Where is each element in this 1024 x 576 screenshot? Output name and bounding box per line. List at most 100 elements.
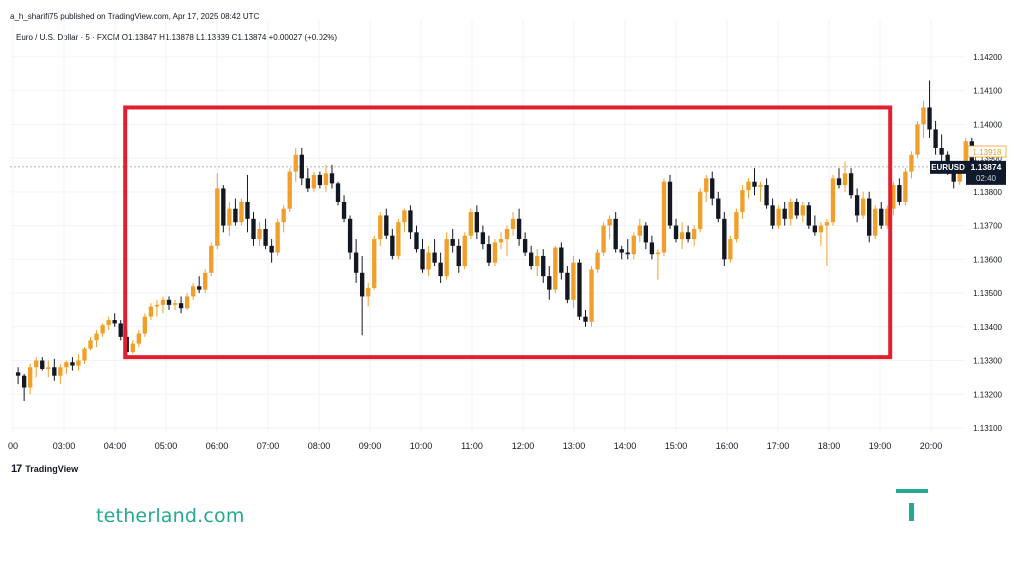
candle-body[interactable] <box>251 218 256 240</box>
candle-body[interactable] <box>329 173 335 184</box>
candle-body[interactable] <box>40 360 45 369</box>
candle-body[interactable] <box>553 247 558 290</box>
candle-body[interactable] <box>34 360 39 368</box>
candle-body[interactable] <box>148 306 154 317</box>
candle-body[interactable] <box>269 245 274 253</box>
candle-body[interactable] <box>221 188 226 226</box>
candle-body[interactable] <box>82 348 87 361</box>
candle-body[interactable] <box>426 252 431 270</box>
candle-body[interactable] <box>607 218 612 226</box>
candle-body[interactable] <box>408 210 413 233</box>
candle-body[interactable] <box>746 181 751 191</box>
candle-body[interactable] <box>136 333 141 344</box>
candle-body[interactable] <box>734 212 739 240</box>
candle-body[interactable] <box>275 222 280 253</box>
candle-body[interactable] <box>963 141 968 165</box>
candle-body[interactable] <box>595 252 600 270</box>
candle-body[interactable] <box>118 323 123 337</box>
candle-body[interactable] <box>788 201 793 219</box>
candle-body[interactable] <box>812 225 818 233</box>
candle-body[interactable] <box>347 218 353 253</box>
candle-body[interactable] <box>903 171 908 202</box>
candle-body[interactable] <box>516 218 522 240</box>
candle-body[interactable] <box>830 178 836 223</box>
candle-body[interactable] <box>764 185 769 206</box>
candle-body[interactable] <box>227 208 232 226</box>
candle-body[interactable] <box>577 262 582 317</box>
candle-body[interactable] <box>178 303 184 309</box>
candle-body[interactable] <box>106 320 111 326</box>
candle-body[interactable] <box>390 235 395 256</box>
candle-body[interactable] <box>535 255 540 267</box>
candle-body[interactable] <box>691 228 697 240</box>
candle-body[interactable] <box>456 245 461 267</box>
candle-body[interactable] <box>58 367 63 376</box>
candle-body[interactable] <box>52 367 57 376</box>
candle-body[interactable] <box>263 228 268 246</box>
candle-body[interactable] <box>341 201 347 219</box>
candle-body[interactable] <box>661 181 667 253</box>
candle-body[interactable] <box>64 362 69 368</box>
candle-body[interactable] <box>154 304 160 307</box>
candle-body[interactable] <box>879 208 884 226</box>
candle-body[interactable] <box>637 225 642 236</box>
candle-body[interactable] <box>450 239 455 246</box>
candle-body[interactable] <box>643 225 649 243</box>
candle-body[interactable] <box>565 272 570 300</box>
candle-body[interactable] <box>444 239 449 277</box>
candle-body[interactable] <box>432 252 437 263</box>
candle-body[interactable] <box>359 272 365 297</box>
candle-body[interactable] <box>915 124 920 155</box>
candle-body[interactable] <box>233 208 238 223</box>
candle-body[interactable] <box>613 218 618 250</box>
candle-body[interactable] <box>311 174 317 189</box>
candle-body[interactable] <box>21 375 27 388</box>
candle-body[interactable] <box>100 325 105 334</box>
candle-body[interactable] <box>836 178 842 186</box>
candle-body[interactable] <box>504 228 510 240</box>
candle-body[interactable] <box>172 303 178 305</box>
candle-body[interactable] <box>323 173 329 186</box>
candle-body[interactable] <box>528 252 534 267</box>
candle-body[interactable] <box>492 242 498 263</box>
candle-body[interactable] <box>510 218 516 229</box>
candle-body[interactable] <box>299 154 304 179</box>
candle-body[interactable] <box>860 198 866 216</box>
candle-body[interactable] <box>353 252 359 273</box>
candle-body[interactable] <box>685 232 691 240</box>
candle-body[interactable] <box>873 208 878 236</box>
candle-body[interactable] <box>438 262 443 277</box>
candle-body[interactable] <box>848 173 854 196</box>
candle-body[interactable] <box>806 205 811 226</box>
candle-body[interactable] <box>281 208 286 223</box>
candle-body[interactable] <box>752 181 757 187</box>
candle-body[interactable] <box>372 239 377 288</box>
candle-body[interactable] <box>698 191 703 229</box>
candle-body[interactable] <box>867 198 872 236</box>
candle-body[interactable] <box>824 222 830 226</box>
candle-body[interactable] <box>474 212 480 233</box>
candle-body[interactable] <box>758 185 763 187</box>
candle-body[interactable] <box>94 333 99 341</box>
candle-body[interactable] <box>541 255 546 277</box>
tradingview-logo[interactable]: 17 TradingView <box>11 463 78 475</box>
candle-body[interactable] <box>583 316 588 322</box>
candle-body[interactable] <box>166 299 172 305</box>
candle-body[interactable] <box>655 252 661 255</box>
candle-body[interactable] <box>414 232 419 250</box>
candle-body[interactable] <box>287 171 292 209</box>
candle-body[interactable] <box>70 362 75 366</box>
candle-body[interactable] <box>939 147 944 155</box>
candle-body[interactable] <box>480 232 486 245</box>
candle-body[interactable] <box>396 222 401 256</box>
candle-body[interactable] <box>384 215 389 236</box>
candle-body[interactable] <box>951 171 956 182</box>
candle-body[interactable] <box>927 107 932 130</box>
candle-body[interactable] <box>15 372 21 376</box>
candle-body[interactable] <box>239 201 244 223</box>
candle-body[interactable] <box>933 129 938 148</box>
candle-body[interactable] <box>722 218 727 260</box>
tetherland-site-link[interactable]: tetherland.com <box>96 505 245 527</box>
candle-body[interactable] <box>317 174 323 186</box>
candle-body[interactable] <box>378 215 383 240</box>
